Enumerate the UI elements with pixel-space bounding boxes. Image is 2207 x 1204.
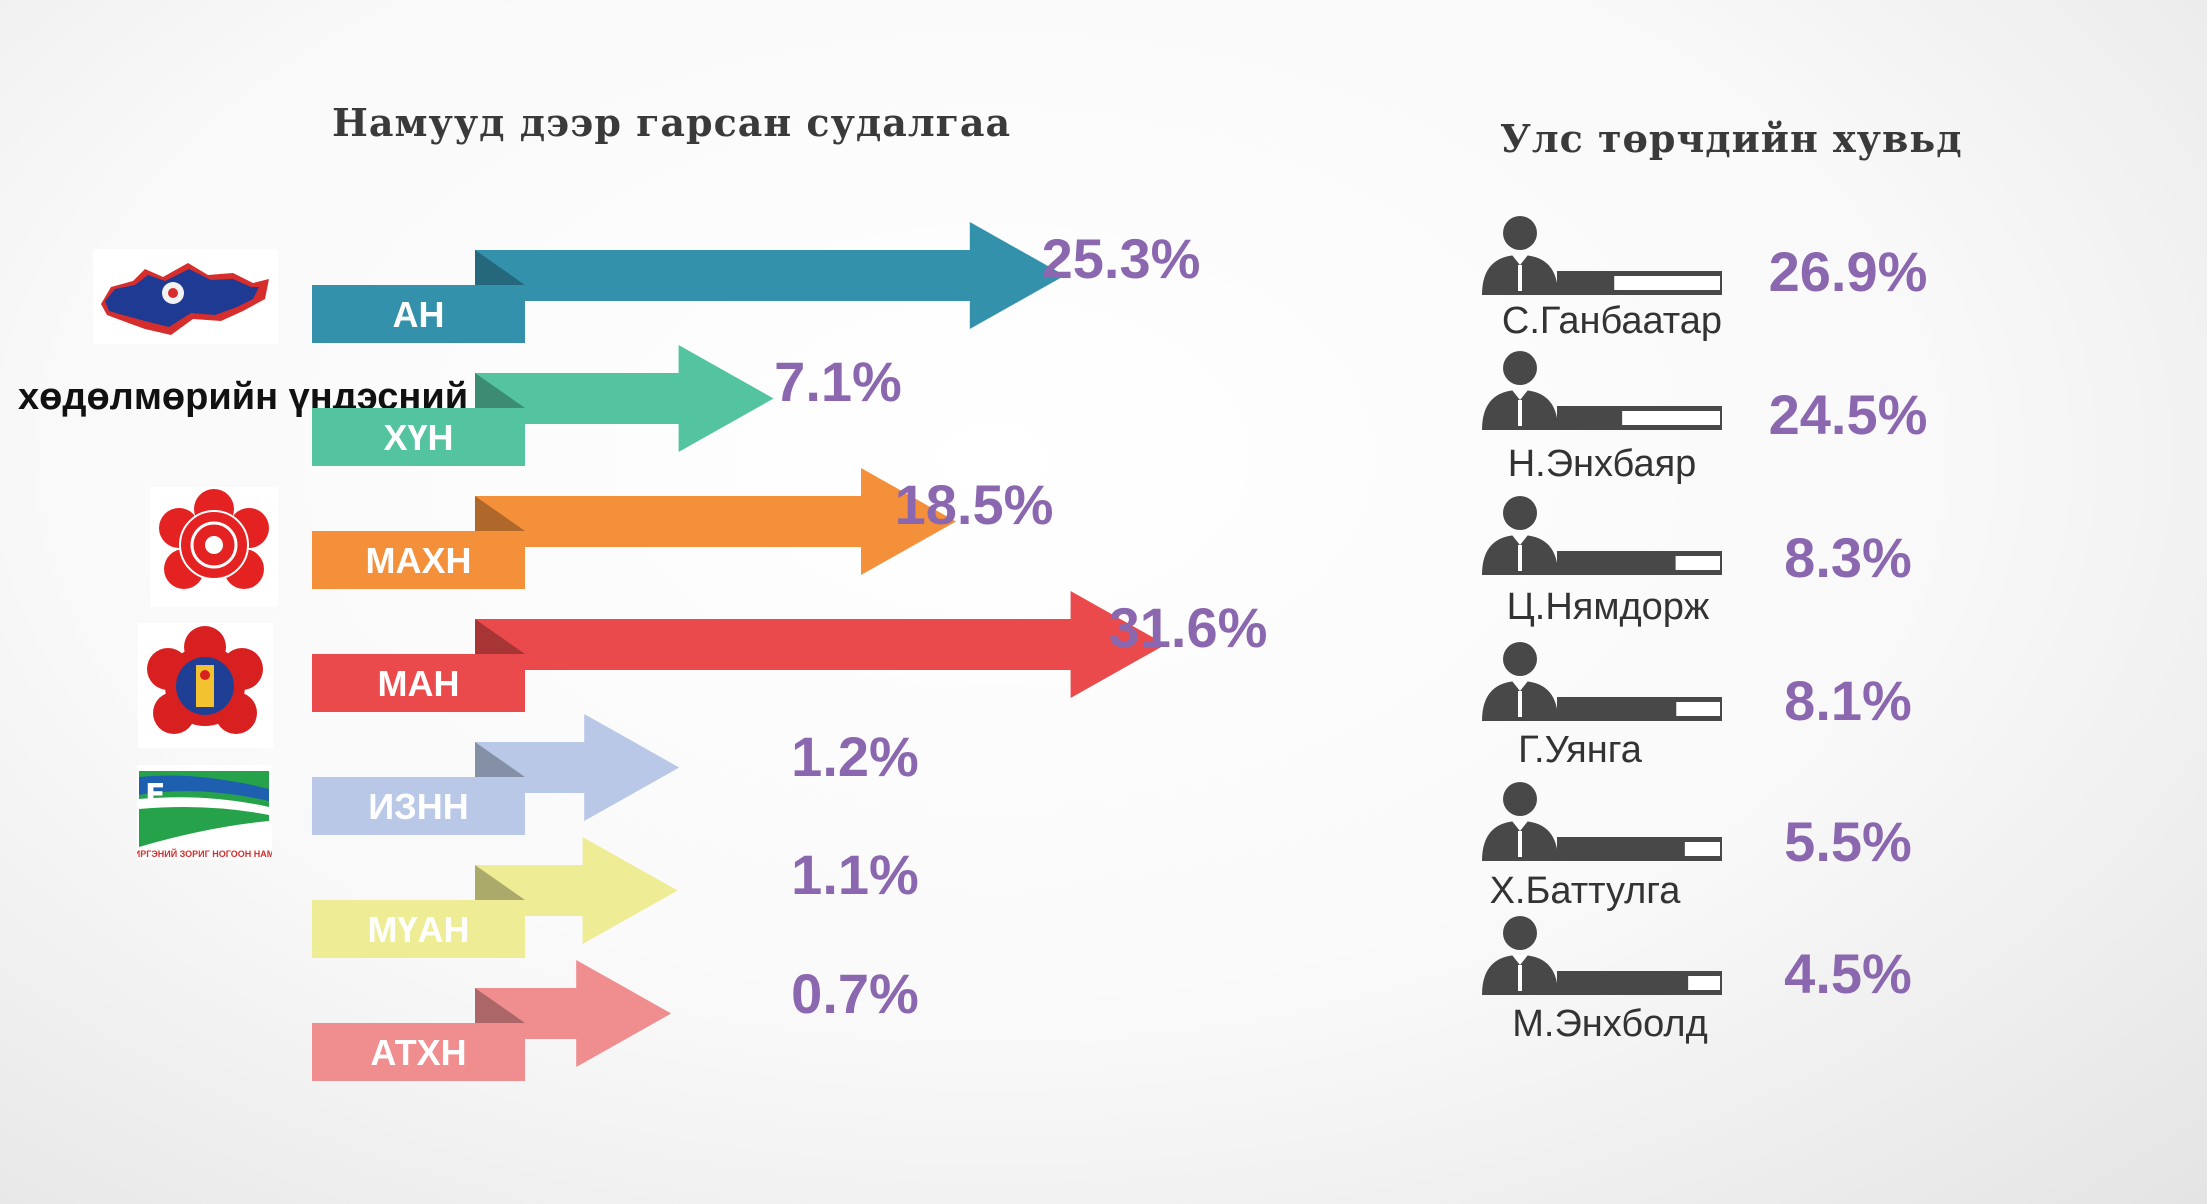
party-value-label-6: 0.7%	[791, 962, 919, 1025]
party-value-label-0: 25.3%	[1042, 227, 1201, 290]
svg-text:E: E	[145, 778, 166, 813]
green-party-caption: ИРГЭНИЙ ЗОРИГ НОГООН НАМ	[137, 848, 272, 859]
politician-name-4: Х.Баттулга	[1490, 870, 1682, 912]
arrow-fold-4	[475, 742, 525, 777]
person-tie-0	[1518, 265, 1522, 291]
politician-bar-remaining-5	[1688, 976, 1720, 990]
person-tie-3	[1518, 691, 1522, 717]
politician-value-label-4: 5.5%	[1784, 810, 1912, 873]
arrow-2	[475, 468, 956, 575]
politician-value-label-5: 4.5%	[1784, 942, 1912, 1005]
party-name-3: МАН	[378, 663, 460, 704]
arrow-fold-3	[475, 619, 525, 654]
person-icon-2	[1503, 496, 1537, 530]
politician-value-label-3: 8.1%	[1784, 669, 1912, 732]
party-name-6: АТХН	[370, 1032, 466, 1073]
arrow-fold-2	[475, 496, 525, 531]
politician-value-label-0: 26.9%	[1769, 240, 1928, 303]
person-tie-5	[1518, 965, 1522, 991]
politician-name-1: Н.Энхбаяр	[1508, 443, 1697, 485]
politician-bar-remaining-2	[1675, 556, 1720, 570]
person-collar-0	[1512, 255, 1528, 265]
party-survey-title: Намууд дээр гарсан судалгаа	[332, 100, 1012, 145]
yin-yang-icon	[205, 536, 223, 554]
man-party-logo	[138, 623, 273, 748]
person-collar-3	[1512, 681, 1528, 691]
politician-name-5: М.Энхболд	[1512, 1003, 1708, 1045]
arrow-0	[475, 222, 1065, 329]
person-tie-2	[1518, 545, 1522, 571]
person-icon-5	[1503, 916, 1537, 950]
politician-survey-title: Улс төрчдийн хувьд	[1500, 116, 1963, 161]
politician-name-2: Ц.Нямдорж	[1507, 586, 1710, 628]
politician-bar-remaining-1	[1622, 411, 1720, 425]
arrow-fold-6	[475, 988, 525, 1023]
party-label-box-0	[312, 285, 525, 343]
party-label-box-4	[312, 777, 525, 835]
politician-bar-remaining-3	[1676, 702, 1720, 716]
person-icon-4	[1503, 782, 1537, 816]
party-name-2: МАХН	[366, 540, 472, 581]
politician-bar-remaining-4	[1684, 842, 1720, 856]
arrow-4	[475, 714, 680, 821]
party-name-1: ХҮН	[383, 417, 453, 458]
arrow-1	[475, 345, 774, 452]
person-tie-4	[1518, 831, 1522, 857]
politician-value-label-1: 24.5%	[1769, 383, 1928, 446]
party-name-0: АН	[393, 294, 445, 335]
party-name-5: МҮАН	[367, 909, 469, 950]
party-label-box-5	[312, 900, 525, 958]
politician-bar-remaining-0	[1614, 276, 1720, 290]
party-value-label-2: 18.5%	[895, 473, 1054, 536]
person-collar-1	[1512, 390, 1528, 400]
green-party-logo: E ИРГЭНИЙ ЗОРИГ НОГООН НАМ	[137, 765, 272, 860]
mpp-flower-logo	[150, 487, 278, 607]
party-label-box-1	[312, 408, 525, 466]
democratic-party-logo	[93, 249, 278, 344]
person-icon-1	[1503, 351, 1537, 385]
politician-name-3: Г.Уянга	[1518, 729, 1643, 771]
politician-name-0: С.Ганбаатар	[1502, 300, 1722, 342]
politician-value-label-2: 8.3%	[1784, 526, 1912, 589]
party-value-label-1: 7.1%	[774, 350, 902, 413]
person-collar-5	[1512, 955, 1528, 965]
party-value-label-3: 31.6%	[1109, 596, 1268, 659]
party-label-box-6	[312, 1023, 525, 1081]
person-collar-4	[1512, 821, 1528, 831]
party-name-4: ИЗНН	[368, 786, 468, 827]
party-label-box-3	[312, 654, 525, 712]
person-icon-0	[1503, 216, 1537, 250]
arrow-3	[475, 591, 1166, 698]
person-tie-1	[1518, 400, 1522, 426]
arrow-fold-1	[475, 373, 525, 408]
person-collar-2	[1512, 535, 1528, 545]
arrow-fold-5	[475, 865, 525, 900]
arrow-6	[475, 960, 672, 1067]
party-value-label-4: 1.2%	[791, 725, 919, 788]
party-label-box-2	[312, 531, 525, 589]
arrow-5	[475, 837, 678, 944]
party-value-label-5: 1.1%	[791, 843, 919, 906]
person-icon-3	[1503, 642, 1537, 676]
arrow-fold-0	[475, 250, 525, 285]
